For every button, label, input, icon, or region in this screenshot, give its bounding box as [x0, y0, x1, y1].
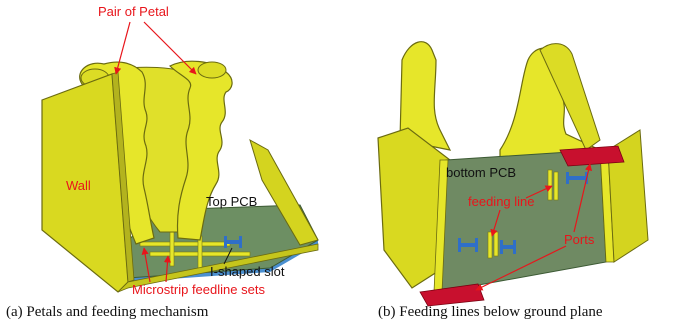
port-top [559, 145, 625, 167]
right-wall [249, 138, 319, 246]
arrow-petal-left [114, 21, 131, 75]
label-i-shaped-slot: I-shaped slot [210, 264, 285, 279]
caption-a: (a) Petals and feeding mechanism [6, 304, 209, 320]
figure-a-antenna [41, 60, 319, 293]
label-ports: Ports [564, 232, 595, 247]
figure-b-antenna [377, 41, 649, 307]
arrow-feed-2 [163, 255, 172, 283]
right-petal [168, 60, 233, 241]
arrow-petal-right [143, 21, 197, 75]
bottom-rim [117, 243, 319, 293]
arrow-port-bottom [475, 245, 567, 291]
caption-b: (b) Feeding lines below ground plane [378, 304, 603, 320]
arrow-feeding-line-top [525, 185, 553, 199]
label-microstrip-feedline-sets: Microstrip feedline sets [132, 282, 265, 297]
b-back-petal-curl [539, 43, 601, 151]
label-feeding-line: feeding line [468, 194, 535, 209]
label-pair-of-petal: Pair of Petal [98, 4, 169, 19]
arrow-feed-1 [141, 247, 151, 283]
substrate-edge [128, 240, 318, 282]
b-right-wall [607, 129, 649, 263]
arrow-feeding-line-bottom [490, 209, 501, 237]
b-back-petal-left [399, 41, 452, 151]
label-bottom-pcb: bottom PCB [446, 165, 516, 180]
arrow-port-top [573, 163, 593, 233]
i-shaped-slot [224, 236, 242, 248]
label-wall: Wall [66, 178, 91, 193]
leader-slot [223, 247, 233, 265]
port-bottom [419, 283, 485, 307]
microstrip-lines [139, 231, 251, 269]
right-petal-curl [197, 61, 227, 79]
label-top-pcb: Top PCB [206, 194, 257, 209]
